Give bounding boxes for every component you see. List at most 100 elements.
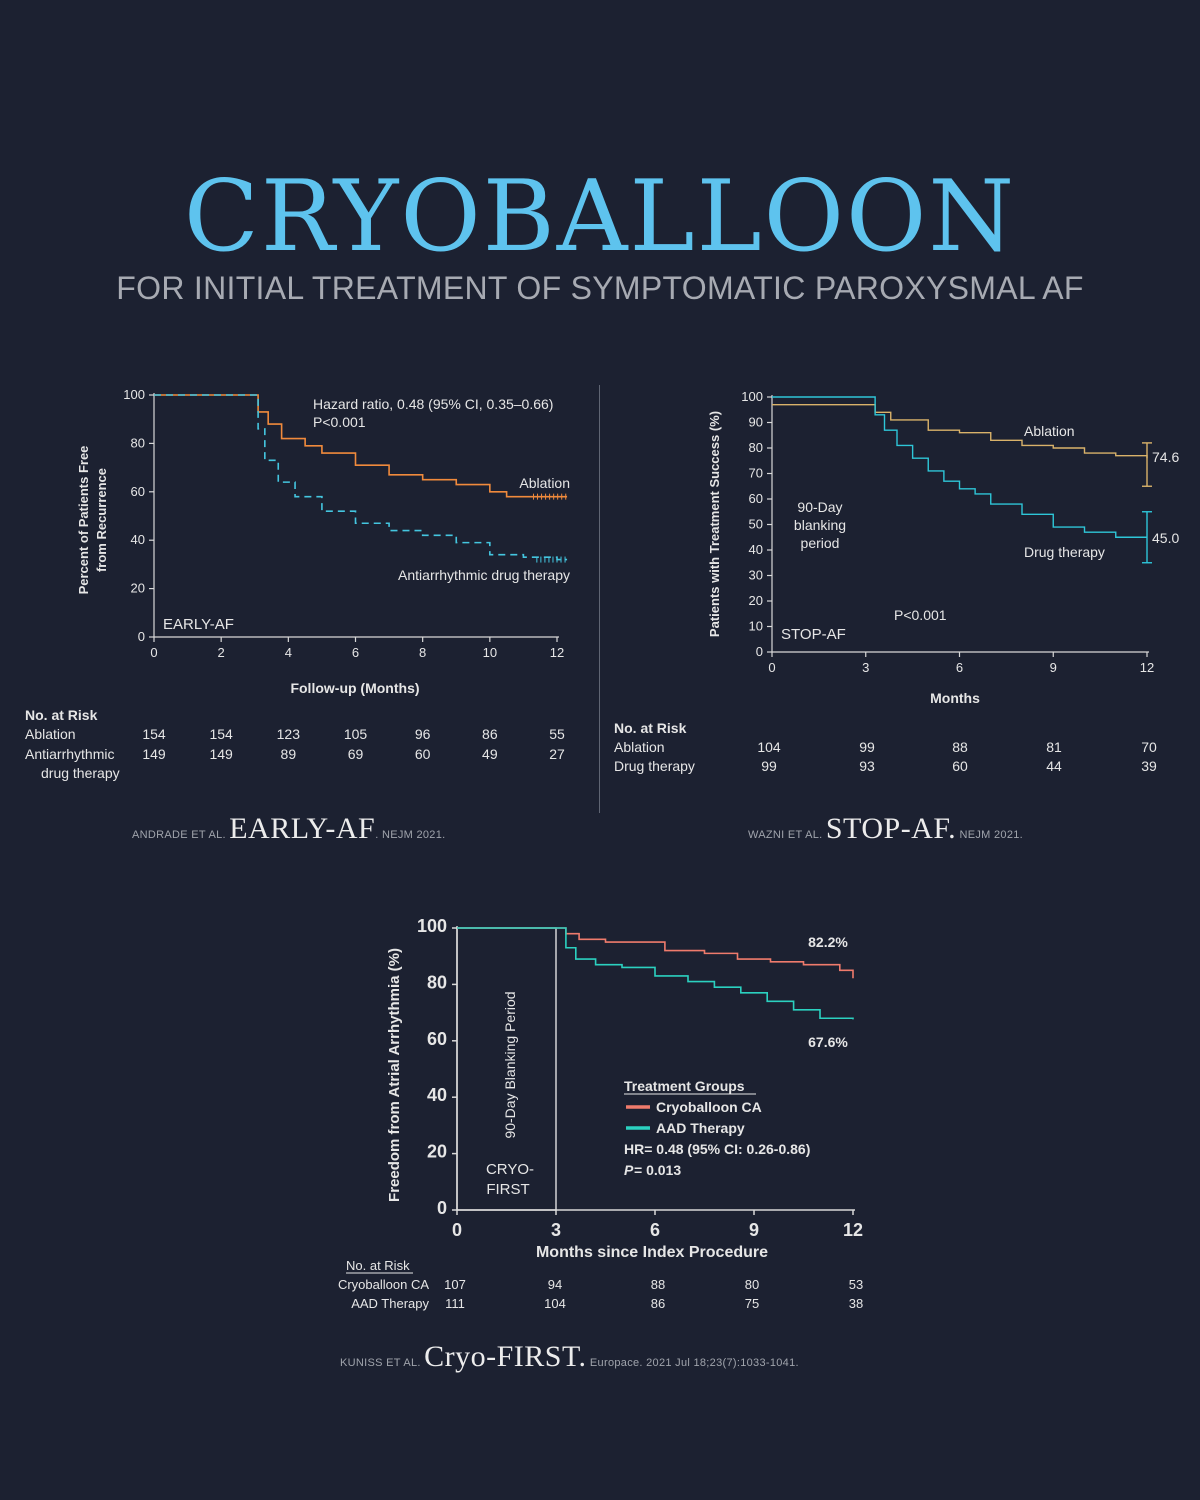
- early-hazard-ratio: Hazard ratio, 0.48 (95% CI, 0.35–0.66): [313, 396, 553, 412]
- cryo-blanking-label: 90-Day Blanking Period: [502, 991, 518, 1138]
- cryo-ca-line: [457, 927, 854, 979]
- stop-y-tick-label: 10: [749, 619, 763, 634]
- early-y-tick-label: 40: [131, 532, 145, 547]
- early-risk-row-label: Antiarrhythmic: [25, 746, 114, 762]
- early-risk-value: 89: [281, 746, 297, 762]
- cryo-y-tick-label: 100: [417, 916, 447, 936]
- early-y-tick-label: 20: [131, 581, 145, 596]
- stop-drug-end-value: 45.0: [1152, 530, 1179, 546]
- citation-cryo-prefix: KUNISS ET AL.: [340, 1357, 421, 1369]
- cryo-risk-value: 107: [444, 1277, 466, 1292]
- stop-x-tick-label: 12: [1140, 660, 1154, 675]
- stop-x-tick-label: 9: [1050, 660, 1057, 675]
- stop-ablation-label: Ablation: [1024, 423, 1075, 439]
- cryo-p-label: P: [624, 1162, 634, 1178]
- early-risk-value: 149: [142, 746, 166, 762]
- stop-y-tick-label: 0: [756, 644, 763, 659]
- early-risk-value: 96: [415, 726, 431, 742]
- early-risk-value: 154: [142, 726, 166, 742]
- page-title: CRYOBALLOON: [183, 160, 1017, 274]
- stop-y-tick-label: 30: [749, 568, 763, 583]
- citation-cryo-suffix: Europace. 2021 Jul 18;23(7):1033-1041.: [589, 1357, 799, 1369]
- early-risk-value: 27: [549, 746, 565, 762]
- early-x-tick-label: 0: [150, 645, 157, 660]
- citation-stop-name: STOP-AF.: [825, 812, 957, 845]
- cryo-x-axis-label: Months since Index Procedure: [536, 1244, 768, 1261]
- stop-drug-label: Drug therapy: [1024, 544, 1105, 560]
- early-x-tick-label: 2: [218, 645, 225, 660]
- stop-y-tick-label: 90: [749, 415, 763, 430]
- early-risk-title: No. at Risk: [25, 707, 98, 723]
- early-risk-value: 154: [209, 726, 233, 742]
- stop-y-tick-label: 70: [749, 466, 763, 481]
- early-risk-row-label2: drug therapy: [41, 765, 120, 781]
- early-risk-value: 55: [549, 726, 565, 742]
- cryo-legend-ca-label: Cryoballoon CA: [656, 1099, 762, 1115]
- cryo-y-tick-label: 40: [427, 1085, 447, 1105]
- cryo-risk-value: 104: [544, 1296, 566, 1311]
- cryo-risk-title: No. at Risk: [346, 1258, 410, 1273]
- stop-risk-row-label: Ablation: [614, 739, 665, 755]
- stop-p-value: P<0.001: [894, 607, 947, 623]
- cryo-risk-row-label: AAD Therapy: [351, 1296, 429, 1311]
- cryo-y-tick-label: 20: [427, 1142, 447, 1162]
- citation-stop: WAZNI ET AL. STOP-AF. NEJM 2021.: [748, 812, 1023, 846]
- early-y-tick-label: 60: [131, 484, 145, 499]
- cryo-x-tick-label: 9: [749, 1220, 759, 1240]
- cryo-y-axis-label: Freedom from Atrial Arrhythmia (%): [386, 948, 403, 1202]
- stop-risk-value: 99: [859, 739, 875, 755]
- citation-cryo: KUNISS ET AL. Cryo-FIRST. Europace. 2021…: [340, 1340, 799, 1374]
- stop-risk-value: 39: [1141, 758, 1157, 774]
- stop-ablation-end-value: 74.6: [1152, 449, 1179, 465]
- citation-early: ANDRADE ET AL. EARLY-AF. NEJM 2021.: [132, 812, 446, 846]
- stop-y-tick-label: 100: [741, 389, 763, 404]
- early-ablation-label: Ablation: [519, 475, 570, 491]
- early-x-tick-label: 10: [483, 645, 497, 660]
- early-x-tick-label: 6: [352, 645, 359, 660]
- stop-risk-value: 99: [761, 758, 777, 774]
- cryo-p-value: = 0.013: [634, 1162, 681, 1178]
- stop-y-axis-label: Patients with Treatment Success (%): [707, 411, 722, 637]
- cryo-risk-value: 94: [548, 1277, 562, 1292]
- stop-y-tick-label: 50: [749, 517, 763, 532]
- stop-x-tick-label: 3: [862, 660, 869, 675]
- stop-y-tick-label: 80: [749, 440, 763, 455]
- cryo-risk-value: 53: [849, 1277, 863, 1292]
- early-risk-value: 123: [277, 726, 301, 742]
- stop-risk-value: 81: [1046, 739, 1062, 755]
- stop-risk-value: 70: [1141, 739, 1157, 755]
- early-y-tick-label: 0: [138, 629, 145, 644]
- stop-blanking-label: period: [801, 535, 840, 551]
- cryo-x-tick-label: 0: [452, 1220, 462, 1240]
- stop-y-tick-label: 40: [749, 542, 763, 557]
- early-y-axis-label: Percent of Patients Free: [76, 446, 91, 595]
- stop-blanking-label: 90-Day: [797, 499, 842, 515]
- cryo-hr-text: HR= 0.48 (95% CI: 0.26-0.86): [624, 1141, 810, 1157]
- early-x-axis-label: Follow-up (Months): [290, 680, 419, 696]
- early-p-value: P<0.001: [313, 414, 366, 430]
- early-y-tick-label: 100: [123, 387, 145, 402]
- cryo-risk-value: 38: [849, 1296, 863, 1311]
- citation-early-suffix: . NEJM 2021.: [375, 829, 446, 841]
- early-drug-label: Antiarrhythmic drug therapy: [398, 567, 570, 583]
- cryo-risk-value: 86: [651, 1296, 665, 1311]
- early-risk-value: 86: [482, 726, 498, 742]
- stop-blanking-label: blanking: [794, 517, 846, 533]
- cryo-risk-row-label: Cryoballoon CA: [338, 1277, 429, 1292]
- early-ablation-line: [154, 394, 568, 498]
- cryo-trial-label: CRYO-: [486, 1161, 534, 1178]
- stop-risk-value: 93: [859, 758, 875, 774]
- cryo-y-tick-label: 80: [427, 972, 447, 992]
- early-x-tick-label: 4: [285, 645, 292, 660]
- citation-early-name: EARLY-AF: [229, 812, 376, 845]
- panel-divider: [599, 385, 600, 813]
- cryo-ca-end-label: 82.2%: [808, 934, 848, 950]
- cryo-y-tick-label: 60: [427, 1029, 447, 1049]
- early-x-tick-label: 12: [550, 645, 564, 660]
- stop-risk-value: 44: [1046, 758, 1062, 774]
- cryo-y-tick-label: 0: [437, 1198, 447, 1218]
- stop-risk-value: 88: [952, 739, 968, 755]
- stop-drug-line: [772, 396, 1147, 538]
- cryo-aad-line: [457, 927, 854, 1020]
- stop-x-tick-label: 6: [956, 660, 963, 675]
